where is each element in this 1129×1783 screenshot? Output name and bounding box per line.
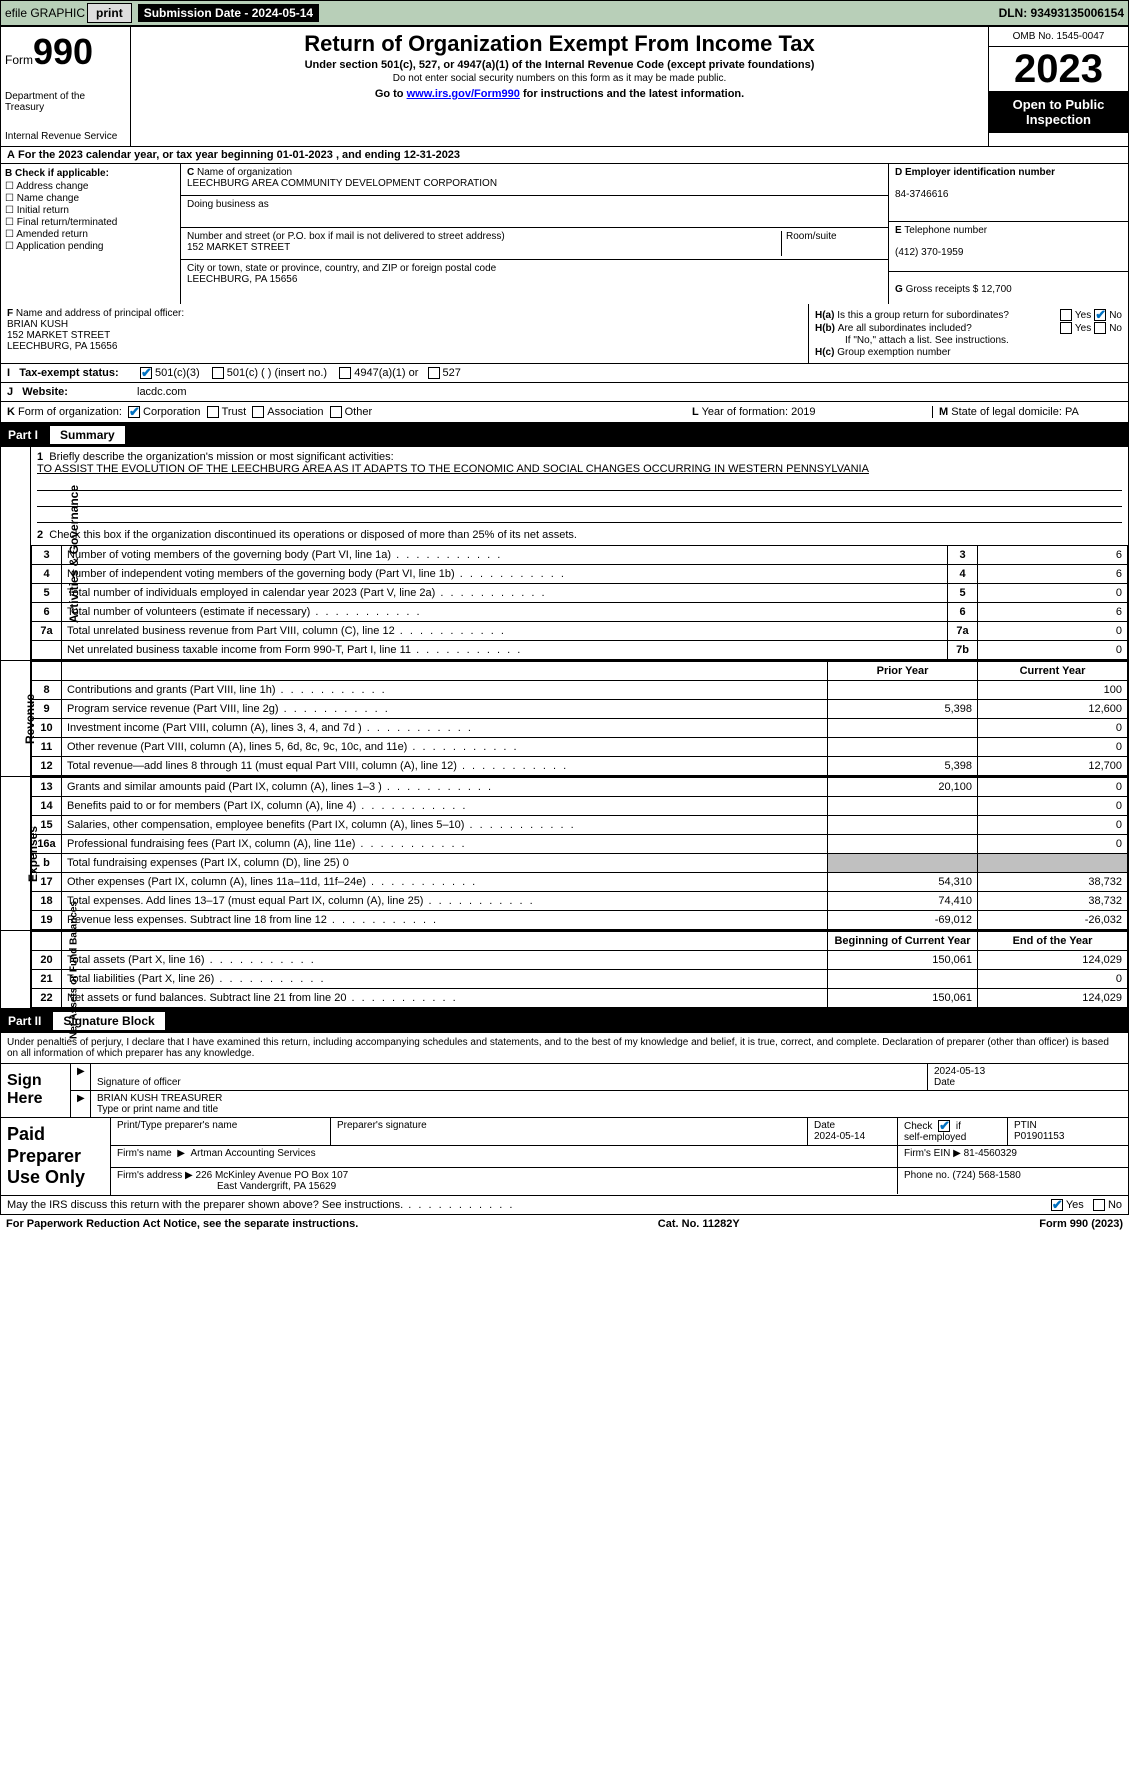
sign-date: 2024-05-13 [934, 1066, 985, 1077]
row-m: M State of legal domicile: PA [932, 406, 1122, 418]
officer-name: BRIAN KUSH [7, 319, 68, 330]
goto-line: Go to www.irs.gov/Form990 for instructio… [135, 88, 984, 100]
open-inspection: Open to Public Inspection [989, 91, 1128, 133]
i-501c[interactable] [212, 367, 224, 379]
self-emp-check[interactable] [938, 1120, 950, 1132]
box-b: B Check if applicable: ☐ Address change … [1, 164, 181, 304]
phone: (412) 370-1959 [895, 247, 963, 258]
netassets-section: Net Assets or Fund Balances Beginning of… [0, 931, 1129, 1009]
firm-addr1: 226 McKinley Avenue PO Box 107 [196, 1170, 349, 1181]
k-trust[interactable] [207, 406, 219, 418]
submission-date: Submission Date - 2024-05-14 [138, 4, 319, 22]
sign-here: Sign Here ▶ Signature of officer 2024-05… [0, 1064, 1129, 1118]
header-right: OMB No. 1545-0047 2023 Open to Public In… [988, 27, 1128, 146]
signature-declaration: Under penalties of perjury, I declare th… [0, 1033, 1129, 1064]
row-l: L Year of formation: 2019 [692, 406, 932, 418]
discuss-no[interactable] [1093, 1199, 1105, 1211]
expenses-section: Expenses 13Grants and similar amounts pa… [0, 777, 1129, 931]
part1-header: Part I Summary [0, 423, 1129, 447]
hb-yes[interactable] [1060, 322, 1072, 334]
header-left: Form990 Department of the Treasury Inter… [1, 27, 131, 146]
hb-no[interactable] [1094, 322, 1106, 334]
gov-table: 3Number of voting members of the governi… [31, 545, 1128, 660]
irs-label: Internal Revenue Service [5, 131, 126, 142]
chk-name[interactable]: ☐ Name change [5, 193, 176, 204]
discuss-yes[interactable] [1051, 1199, 1063, 1211]
prep-date: 2024-05-14 [814, 1131, 865, 1142]
form-subtitle: Under section 501(c), 527, or 4947(a)(1)… [135, 59, 984, 71]
ptin: P01901153 [1014, 1131, 1064, 1142]
mission: TO ASSIST THE EVOLUTION OF THE LEECHBURG… [37, 463, 869, 475]
expenses-table: 13Grants and similar amounts paid (Part … [31, 777, 1128, 930]
efile-label: efile GRAPHIC [5, 6, 85, 20]
form-header: Form990 Department of the Treasury Inter… [0, 26, 1129, 147]
gross-receipts: 12,700 [981, 284, 1012, 295]
i-4947[interactable] [339, 367, 351, 379]
i-527[interactable] [428, 367, 440, 379]
paid-preparer: Paid Preparer Use Only Print/Type prepar… [0, 1118, 1129, 1196]
form-number: 990 [33, 31, 93, 72]
form-word: Form [5, 53, 33, 67]
k-other[interactable] [330, 406, 342, 418]
org-name: LEECHBURG AREA COMMUNITY DEVELOPMENT COR… [187, 178, 497, 189]
arrow-icon: ▶ [71, 1064, 91, 1090]
arrow-icon: ▶ [71, 1091, 91, 1117]
ssn-warning: Do not enter social security numbers on … [135, 73, 984, 84]
activities-governance: Activities & Governance 1 Briefly descri… [0, 447, 1129, 661]
chk-final[interactable]: ☐ Final return/terminated [5, 217, 176, 228]
netassets-table: Beginning of Current YearEnd of the Year… [31, 931, 1128, 1008]
website: lacdc.com [137, 386, 187, 398]
print-button[interactable]: print [87, 3, 132, 23]
box-c: C Name of organization LEECHBURG AREA CO… [181, 164, 888, 304]
org-city: LEECHBURG, PA 15656 [187, 274, 297, 285]
k-corp[interactable] [128, 406, 140, 418]
chk-address[interactable]: ☐ Address change [5, 181, 176, 192]
section-fh: F Name and address of principal officer:… [0, 304, 1129, 364]
chk-pending[interactable]: ☐ Application pending [5, 241, 176, 252]
chk-initial[interactable]: ☐ Initial return [5, 205, 176, 216]
firm-phone: (724) 568-1580 [952, 1170, 1020, 1181]
row-a-period: A For the 2023 calendar year, or tax yea… [0, 147, 1129, 164]
omb-number: OMB No. 1545-0047 [989, 27, 1128, 47]
tax-year: 2023 [989, 47, 1128, 91]
i-501c3[interactable] [140, 367, 152, 379]
officer-sig-name: BRIAN KUSH TREASURER [97, 1093, 222, 1104]
firm-addr2: East Vandergrift, PA 15629 [117, 1181, 336, 1192]
discuss-row: May the IRS discuss this return with the… [0, 1196, 1129, 1215]
part2-header: Part II Signature Block [0, 1009, 1129, 1033]
firm-ein: 81-4560329 [964, 1148, 1017, 1159]
row-klm: K Form of organization: Corporation Trus… [0, 402, 1129, 423]
org-street: 152 MARKET STREET [187, 242, 290, 253]
row-j: J Website: lacdc.com [0, 383, 1129, 402]
row-i: I Tax-exempt status: 501(c)(3) 501(c) ( … [0, 364, 1129, 383]
section-bcde: B Check if applicable: ☐ Address change … [0, 164, 1129, 304]
dept-treasury: Department of the Treasury [5, 91, 126, 113]
efile-topbar: efile GRAPHIC print Submission Date - 20… [0, 0, 1129, 26]
k-assoc[interactable] [252, 406, 264, 418]
page-footer: For Paperwork Reduction Act Notice, see … [0, 1215, 1129, 1233]
box-f: F Name and address of principal officer:… [1, 304, 808, 363]
box-de: D Employer identification number84-37466… [888, 164, 1128, 304]
form-title: Return of Organization Exempt From Incom… [135, 31, 984, 57]
ha-yes[interactable] [1060, 309, 1072, 321]
ha-no[interactable] [1094, 309, 1106, 321]
irs-link[interactable]: www.irs.gov/Form990 [407, 88, 520, 100]
chk-amended[interactable]: ☐ Amended return [5, 229, 176, 240]
dln: DLN: 93493135006154 [999, 6, 1124, 20]
revenue-table: Prior YearCurrent Year8Contributions and… [31, 661, 1128, 776]
firm-name: Artman Accounting Services [191, 1148, 316, 1159]
box-h: H(a) Is this a group return for subordin… [808, 304, 1128, 363]
ein: 84-3746616 [895, 189, 948, 200]
revenue-section: Revenue Prior YearCurrent Year8Contribut… [0, 661, 1129, 777]
header-center: Return of Organization Exempt From Incom… [131, 27, 988, 146]
